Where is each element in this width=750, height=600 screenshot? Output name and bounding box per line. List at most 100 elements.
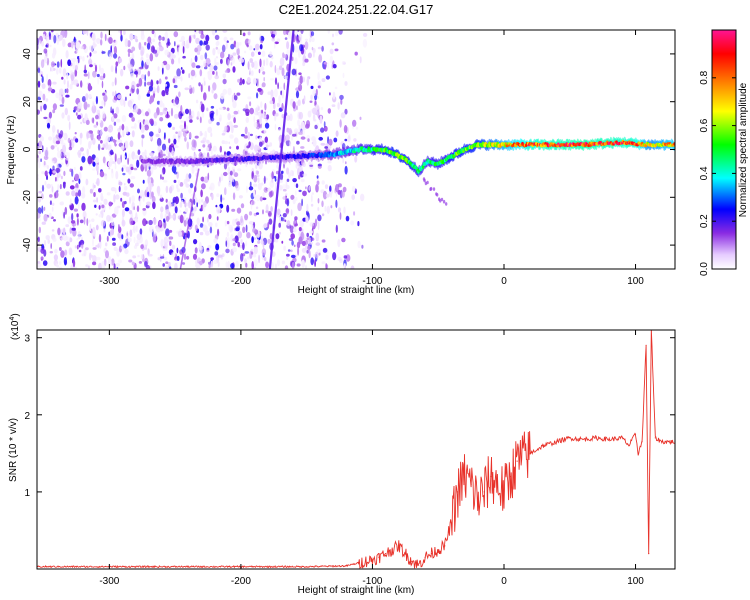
noise-speck [262,71,266,75]
noise-speck [100,67,105,75]
noise-speck [291,68,297,76]
noise-speck [92,261,97,266]
noise-speck [253,266,257,269]
snr-point [645,344,647,346]
noise-speck [344,81,348,86]
noise-speck [237,241,240,248]
noise-speck [348,134,351,140]
noise-speck [194,55,198,63]
noise-speck [165,146,170,155]
noise-speck [96,197,98,203]
noise-speck [332,252,337,261]
noise-speck [114,40,118,45]
noise-speck [119,238,122,241]
noise-speck [215,62,220,66]
noise-speck [100,195,104,202]
noise-speck [231,94,234,103]
noise-speck [67,80,69,89]
noise-speck [332,63,337,69]
noise-speck [110,45,112,53]
noise-speck [131,261,135,266]
noise-speck [227,166,231,175]
noise-speck [155,227,159,232]
noise-speck [297,246,300,256]
noise-speck [89,188,93,194]
noise-speck [146,191,150,198]
noise-speck [45,98,49,102]
noise-speck [156,137,162,147]
noise-speck [274,42,276,49]
noise-speck [78,171,82,180]
noise-speck [244,258,247,264]
snr-y-axis-label: SNR (10 * v/v) [8,418,19,482]
noise-speck [86,148,89,157]
noise-speck [261,50,266,57]
noise-speck [162,107,168,115]
noise-speck [97,143,101,151]
noise-speck [176,184,179,190]
noise-speck [248,141,251,147]
noise-speck [152,234,156,243]
noise-speck [38,217,41,222]
noise-speck [194,135,199,139]
noise-speck [201,112,205,118]
noise-speck [291,240,294,246]
noise-speck [41,221,46,225]
noise-speck [290,233,296,240]
noise-speck [298,227,302,232]
noise-speck [48,117,52,124]
noise-speck [41,205,44,214]
noise-speck [353,138,357,142]
x-tick-label: -100 [362,276,382,287]
noise-speck [103,144,106,148]
noise-speck [95,114,99,120]
snr-point [608,438,610,441]
noise-speck [288,238,294,241]
noise-speck [147,36,152,44]
noise-speck [325,193,330,198]
noise-speck [99,120,102,123]
noise-speck [53,254,59,261]
noise-speck [350,265,355,269]
noise-speck [278,231,281,235]
noise-speck [48,111,53,119]
noise-speck [232,66,236,73]
noise-speck [340,112,346,119]
noise-speck [173,75,178,79]
noise-speck [196,263,201,269]
noise-speck [63,211,65,219]
tail-speck [432,187,436,191]
noise-speck [58,261,62,265]
noise-speck [300,231,305,241]
noise-speck [298,163,301,168]
noise-speck [149,225,154,233]
noise-speck [202,42,206,46]
noise-speck [199,40,203,46]
noise-speck [76,213,79,218]
noise-speck [323,121,326,128]
noise-speck [77,57,80,64]
noise-speck [264,102,267,111]
noise-speck [198,241,202,251]
noise-speck [285,134,290,141]
noise-speck [121,114,127,123]
noise-speck [67,59,72,66]
noise-speck [286,220,291,227]
noise-speck [123,65,126,71]
snr-point [470,483,472,485]
noise-speck [283,54,287,59]
x-tick-label: -300 [99,276,119,287]
noise-speck [63,79,66,85]
noise-speck [44,149,49,158]
noise-speck [235,41,240,49]
noise-speck [47,239,50,244]
noise-speck [74,196,79,205]
noise-speck [288,32,293,36]
noise-speck [136,83,140,88]
noise-speck [124,140,129,149]
noise-speck [333,137,338,143]
noise-speck [256,92,259,99]
noise-speck [142,179,145,184]
noise-speck [286,167,290,175]
noise-speck [301,240,306,247]
